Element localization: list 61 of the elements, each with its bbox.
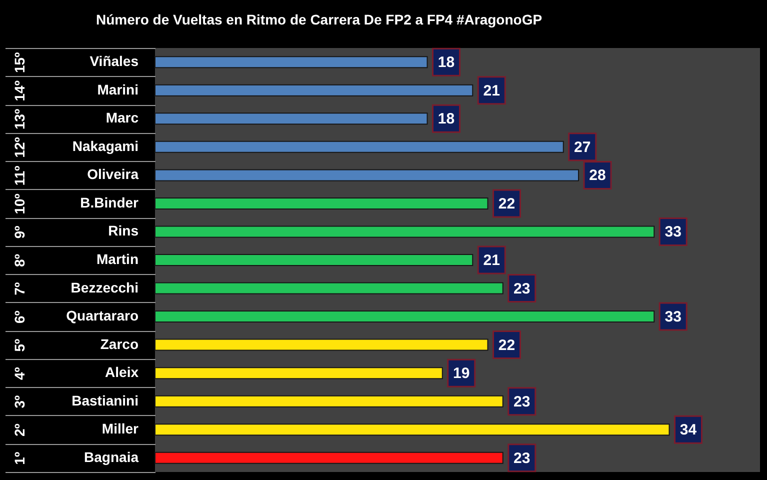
y2-tick-label: 7º bbox=[12, 282, 28, 296]
y-tick-label: Quartararo bbox=[66, 308, 138, 324]
data-label: 18 bbox=[438, 54, 455, 72]
y-tick-label: Bezzecchi bbox=[70, 279, 138, 296]
bar bbox=[154, 424, 670, 436]
y-tick-label: Marc bbox=[106, 110, 139, 126]
bar bbox=[154, 169, 579, 182]
y-tick-label: Nakagami bbox=[72, 138, 138, 154]
y-tick-label: Rins bbox=[108, 222, 139, 239]
y-tick-label: B.Binder bbox=[80, 194, 140, 210]
bar bbox=[154, 282, 504, 294]
y-tick-label: Aleix bbox=[105, 364, 139, 380]
data-label: 21 bbox=[483, 252, 500, 269]
data-label: 33 bbox=[664, 224, 682, 241]
bar bbox=[154, 140, 564, 153]
bar bbox=[154, 395, 504, 408]
bar bbox=[154, 226, 655, 238]
chart-title: Número de Vueltas en Ritmo de Carrera De FP2 a FP4 #AragonoGP bbox=[96, 12, 542, 28]
data-label: 23 bbox=[514, 393, 530, 410]
bar bbox=[154, 112, 428, 125]
data-label: 22 bbox=[498, 336, 516, 354]
y2-tick-label: 8º bbox=[12, 254, 28, 267]
bar bbox=[154, 254, 474, 266]
y-tick-label: Bagnaia bbox=[84, 448, 139, 465]
y-tick-label: Viñales bbox=[90, 53, 139, 70]
y2-tick-label: 12º bbox=[12, 137, 28, 158]
y2-tick-label: 5º bbox=[12, 338, 28, 352]
bar bbox=[154, 310, 655, 323]
y2-tick-label: 9º bbox=[12, 226, 28, 239]
bar bbox=[154, 452, 504, 464]
data-label: 33 bbox=[664, 308, 682, 326]
y2-tick-label: 4º bbox=[12, 367, 28, 380]
bar bbox=[154, 338, 488, 351]
data-label: 18 bbox=[438, 110, 455, 128]
data-label: 27 bbox=[574, 138, 591, 156]
data-label: 22 bbox=[498, 195, 516, 212]
bar bbox=[154, 197, 488, 210]
data-label: 21 bbox=[483, 82, 500, 100]
y2-tick-label: 1º bbox=[12, 452, 28, 465]
data-label: 23 bbox=[514, 450, 530, 467]
bar bbox=[154, 367, 443, 380]
y2-tick-label: 3º bbox=[12, 395, 28, 408]
y-tick-label: Miller bbox=[102, 420, 140, 437]
bar bbox=[154, 84, 474, 96]
y2-tick-label: 2º bbox=[12, 424, 28, 437]
y-tick-label: Oliveira bbox=[87, 166, 139, 182]
data-label: 23 bbox=[514, 280, 530, 298]
y2-tick-label: 6º bbox=[12, 310, 28, 324]
y2-tick-label: 14º bbox=[12, 80, 28, 102]
data-label: 28 bbox=[589, 167, 606, 184]
y2-tick-label: 13º bbox=[12, 108, 28, 130]
y2-tick-label: 10º bbox=[12, 194, 28, 214]
y-tick-label: Marini bbox=[97, 81, 138, 98]
data-label: 19 bbox=[453, 365, 470, 382]
y2-tick-label: 15º bbox=[12, 52, 28, 73]
bar bbox=[154, 56, 428, 68]
y-tick-label: Bastianini bbox=[72, 392, 138, 408]
y2-tick-label: 11º bbox=[12, 166, 28, 186]
y-tick-label: Martin bbox=[96, 251, 138, 267]
data-label: 34 bbox=[680, 422, 698, 439]
y-tick-label: Zarco bbox=[100, 336, 138, 352]
